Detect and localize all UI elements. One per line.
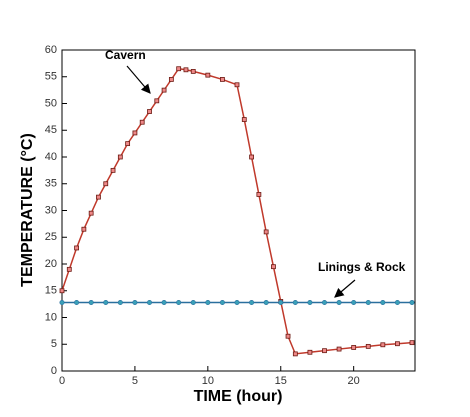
point <box>205 72 211 78</box>
point <box>154 98 160 104</box>
point <box>176 66 182 72</box>
point <box>220 77 225 82</box>
point <box>125 141 131 147</box>
point <box>132 300 138 306</box>
point <box>117 300 123 306</box>
y-tick-label: 55 <box>45 71 57 83</box>
point <box>147 300 153 306</box>
series-line <box>61 67 413 355</box>
point <box>351 300 357 306</box>
y-axis-title: TEMPERATURE (°C) <box>19 133 36 287</box>
y-tick-label: 50 <box>45 97 57 109</box>
point <box>395 341 400 347</box>
point <box>234 82 240 88</box>
point <box>307 300 313 306</box>
point <box>161 300 167 306</box>
point <box>321 300 327 306</box>
point <box>88 210 94 216</box>
point <box>103 181 109 187</box>
y-tick-label: 35 <box>45 178 57 190</box>
point <box>380 342 386 348</box>
x-tick-label: 15 <box>275 375 287 387</box>
y-tick-label: 40 <box>45 151 57 163</box>
annotation-arrow <box>126 65 151 94</box>
point <box>168 77 174 82</box>
point <box>263 300 269 306</box>
point <box>292 351 298 357</box>
point <box>285 333 291 339</box>
point <box>380 300 386 306</box>
x-axis-title: TIME (hour) <box>194 388 283 405</box>
point <box>336 300 342 306</box>
y-tick-label: 20 <box>45 258 57 270</box>
plot-frame <box>61 49 416 372</box>
point <box>110 167 116 173</box>
y-tick-label: 15 <box>45 285 57 297</box>
point <box>307 349 313 355</box>
y-tick-label: 0 <box>51 365 57 377</box>
point <box>161 87 167 93</box>
point <box>96 194 101 200</box>
point <box>409 300 415 306</box>
point <box>103 300 109 306</box>
x-tick-label: 0 <box>59 375 65 387</box>
point <box>190 69 196 74</box>
point <box>336 346 342 352</box>
point <box>81 226 87 232</box>
point <box>249 300 255 306</box>
point <box>241 117 247 122</box>
point <box>351 345 357 350</box>
point <box>205 300 211 306</box>
y-tick-label: 45 <box>45 124 57 136</box>
point <box>74 300 80 306</box>
point <box>249 154 254 160</box>
point <box>365 343 371 349</box>
point <box>117 154 123 160</box>
y-tick-label: 60 <box>45 44 57 56</box>
y-tick-label: 5 <box>51 338 57 350</box>
point <box>278 300 284 306</box>
point <box>256 192 262 197</box>
point <box>183 67 189 73</box>
point <box>59 288 65 294</box>
point <box>59 300 65 306</box>
point <box>365 300 371 306</box>
point <box>190 300 196 306</box>
x-tick-label: 5 <box>132 375 138 387</box>
point <box>322 348 327 354</box>
point <box>292 300 298 306</box>
point <box>219 300 225 306</box>
point <box>132 130 138 136</box>
point <box>176 300 182 306</box>
y-tick-label: 30 <box>45 204 57 216</box>
annotation-arrow <box>334 279 356 298</box>
point <box>394 300 400 306</box>
point <box>66 266 72 272</box>
point <box>74 245 79 251</box>
x-tick-label: 20 <box>348 375 360 387</box>
point <box>271 264 276 270</box>
point <box>139 119 145 125</box>
point <box>234 300 240 306</box>
y-tick-label: 10 <box>45 311 57 323</box>
x-tick-label: 10 <box>202 375 214 387</box>
annotation: Linings & Rock <box>318 260 406 274</box>
point <box>263 229 269 235</box>
annotation: Cavern <box>105 48 146 62</box>
point <box>147 109 152 114</box>
point <box>409 340 415 346</box>
y-tick-label: 25 <box>45 231 57 243</box>
point <box>88 300 94 306</box>
